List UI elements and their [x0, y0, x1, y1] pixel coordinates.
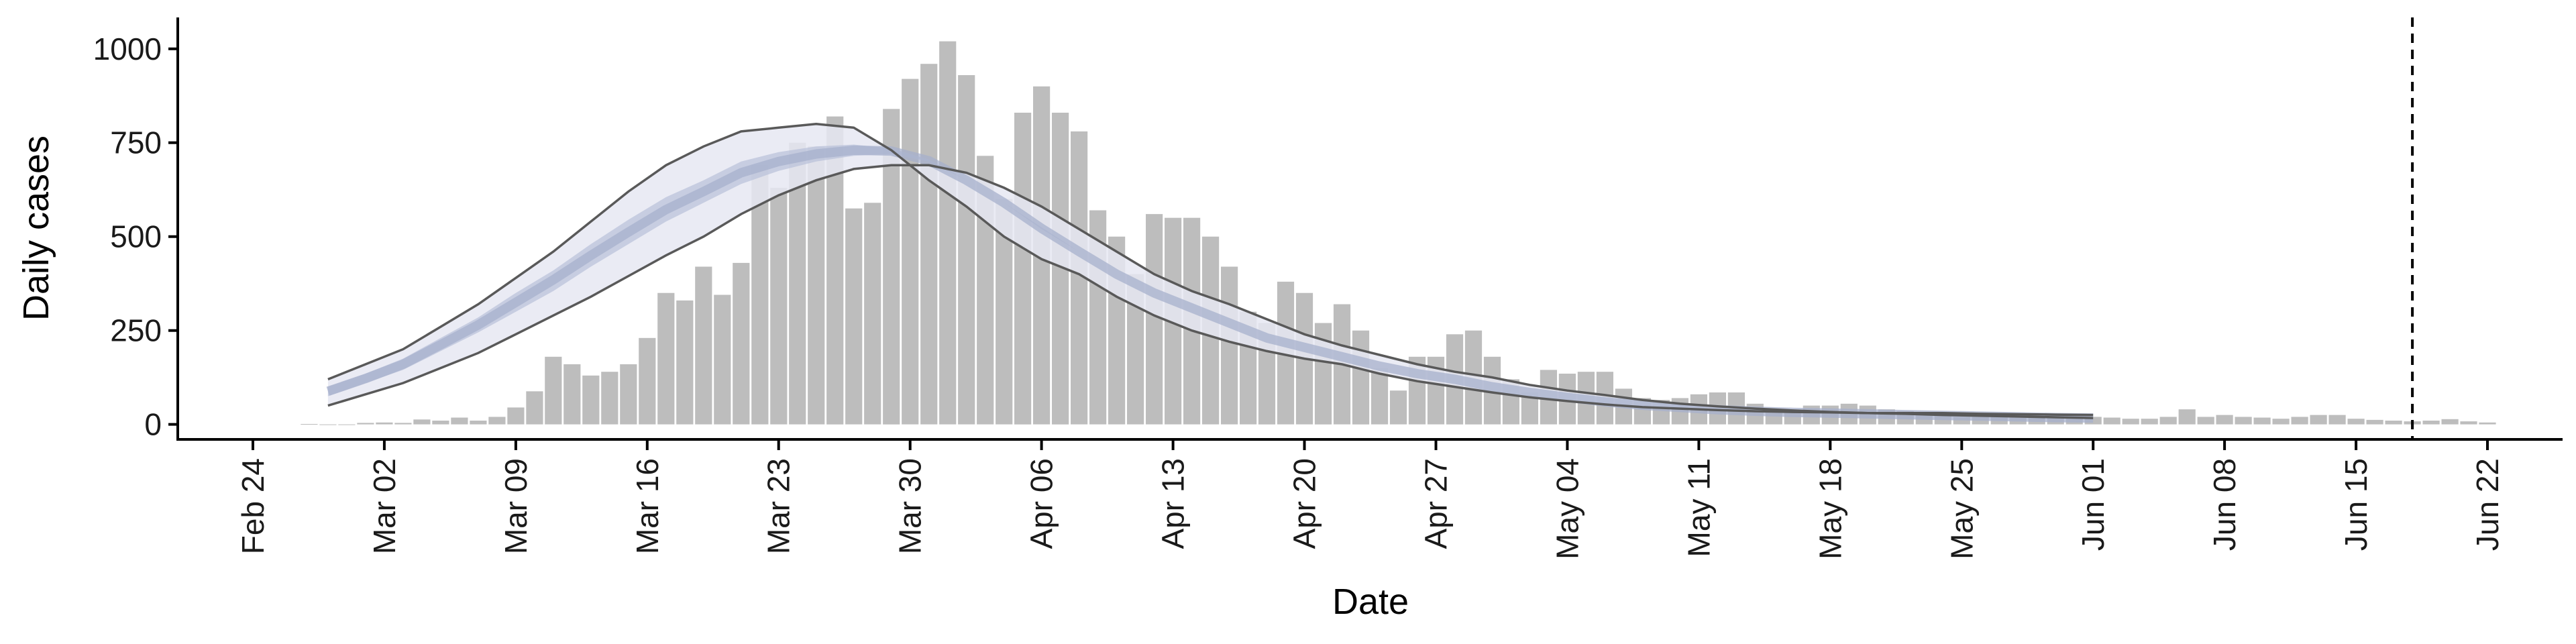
- bar: [1146, 214, 1163, 425]
- bar: [2310, 415, 2327, 425]
- bar: [733, 262, 750, 425]
- bar: [2197, 417, 2214, 425]
- x-tick-label: May 11: [1681, 458, 1716, 557]
- bar: [2253, 417, 2271, 425]
- x-tick-label: Apr 13: [1156, 458, 1191, 549]
- bar: [432, 421, 449, 425]
- y-tick-label: 500: [110, 219, 162, 254]
- bar: [357, 423, 374, 425]
- bar: [1352, 330, 1370, 425]
- bar: [639, 337, 656, 425]
- bars-layer: [301, 41, 2496, 425]
- bar: [2122, 419, 2139, 425]
- y-tick-label: 1000: [93, 32, 162, 66]
- x-tick-label: Mar 09: [498, 458, 533, 554]
- bar: [770, 187, 788, 425]
- x-tick-label: Jun 15: [2339, 458, 2373, 551]
- x-tick-label: Jun 01: [2076, 458, 2110, 551]
- bar: [2084, 417, 2102, 425]
- lower-bound-line: [327, 164, 2094, 419]
- bar: [2441, 419, 2459, 425]
- upper-bound-line: [327, 123, 2094, 417]
- bar: [1389, 390, 1407, 425]
- bar: [2178, 409, 2196, 425]
- bar: [301, 424, 318, 425]
- y-tick-label: 750: [110, 125, 162, 160]
- x-tick-label: Mar 16: [630, 458, 665, 554]
- bar: [2366, 419, 2383, 425]
- bar: [413, 419, 431, 425]
- bar: [1371, 368, 1389, 425]
- bar: [376, 422, 393, 425]
- x-tick-label: May 25: [1944, 458, 1979, 559]
- bar: [601, 372, 619, 425]
- bar: [2141, 419, 2158, 425]
- bar: [845, 208, 863, 425]
- bar: [2272, 419, 2290, 425]
- bar: [657, 292, 675, 425]
- axes-layer: [176, 17, 2563, 441]
- bar: [2460, 421, 2477, 425]
- bar: [676, 300, 694, 425]
- bar: [451, 417, 468, 425]
- bar: [1014, 113, 1032, 425]
- bar: [808, 146, 825, 425]
- x-tick-label: Apr 20: [1287, 458, 1322, 549]
- x-tick-label: May 18: [1813, 458, 1847, 559]
- bar: [920, 64, 938, 425]
- y-axis-title: Daily cases: [16, 136, 56, 321]
- bar: [2216, 415, 2233, 425]
- ribbon-layer: [326, 123, 2094, 423]
- bar: [2328, 415, 2346, 425]
- bar: [394, 423, 412, 425]
- bar: [470, 421, 487, 425]
- bar: [2479, 422, 2496, 425]
- bar: [958, 75, 975, 425]
- bar: [488, 417, 506, 425]
- x-tick-label: Mar 30: [893, 458, 928, 554]
- x-tick-label: Mar 23: [761, 458, 796, 554]
- bar: [564, 364, 581, 425]
- bar: [2385, 421, 2402, 425]
- bar: [902, 78, 919, 425]
- bar: [507, 407, 525, 425]
- x-tick-label: Jun 22: [2470, 458, 2505, 551]
- bar: [2235, 417, 2252, 425]
- bar: [1953, 417, 1970, 425]
- bar: [620, 364, 637, 425]
- bar: [1221, 266, 1238, 425]
- bar: [2103, 417, 2121, 425]
- x-tick-label: Feb 24: [235, 458, 270, 554]
- x-tick-label: Apr 27: [1419, 458, 1454, 549]
- outer-interval-band: [327, 123, 2094, 419]
- x-axis-title: Date: [1332, 582, 1409, 622]
- bar: [2347, 419, 2365, 425]
- bar: [864, 203, 881, 425]
- bar: [939, 41, 957, 425]
- x-tick-label: Mar 02: [367, 458, 402, 554]
- bar: [582, 375, 600, 425]
- bar: [526, 391, 543, 425]
- y-tick-label: 250: [110, 313, 162, 348]
- ticks-layer: 0 250 500 750 1000 Feb 24 Mar 02 Mar 09 Mar 16 Ma…: [93, 32, 2505, 559]
- x-tick-label: Apr 06: [1024, 458, 1059, 549]
- bar: [2159, 417, 2177, 425]
- y-tick-label: 0: [144, 407, 162, 442]
- x-tick-label: Jun 08: [2207, 458, 2242, 551]
- bar: [714, 294, 731, 425]
- bar: [2291, 417, 2308, 425]
- bar: [695, 266, 712, 425]
- x-tick-label: May 04: [1550, 458, 1585, 559]
- bar: [545, 356, 562, 425]
- bar: [2422, 421, 2440, 425]
